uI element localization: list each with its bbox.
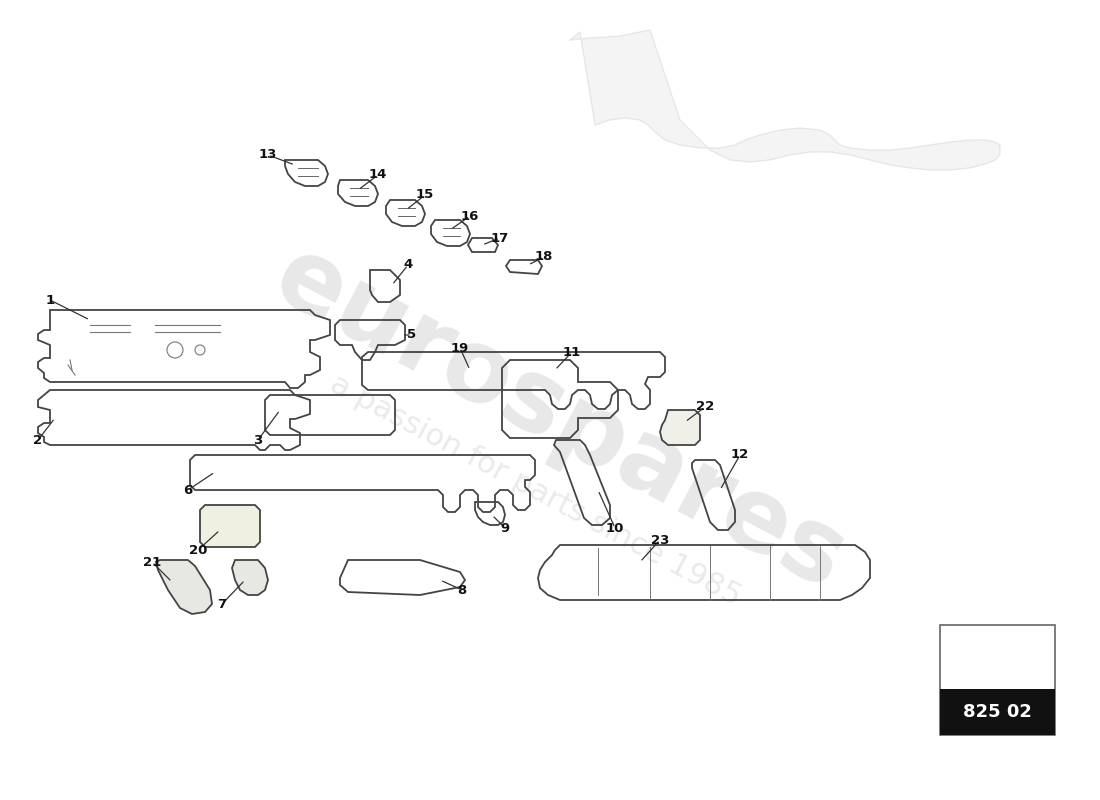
Polygon shape bbox=[966, 636, 1030, 660]
Text: 23: 23 bbox=[651, 534, 669, 546]
Polygon shape bbox=[660, 410, 700, 445]
Text: 4: 4 bbox=[404, 258, 412, 271]
Text: 11: 11 bbox=[563, 346, 581, 358]
Text: 21: 21 bbox=[143, 555, 161, 569]
Text: 18: 18 bbox=[535, 250, 553, 263]
Text: 15: 15 bbox=[416, 189, 434, 202]
Text: 16: 16 bbox=[461, 210, 480, 222]
Text: 19: 19 bbox=[451, 342, 469, 354]
Text: a passion for parts since 1985: a passion for parts since 1985 bbox=[324, 369, 746, 611]
Text: 825 02: 825 02 bbox=[964, 703, 1032, 721]
Polygon shape bbox=[232, 560, 268, 595]
Text: 17: 17 bbox=[491, 231, 509, 245]
Text: 5: 5 bbox=[407, 329, 417, 342]
Text: 22: 22 bbox=[696, 401, 714, 414]
Polygon shape bbox=[156, 560, 212, 614]
Text: 3: 3 bbox=[253, 434, 263, 446]
Bar bbox=[940, 689, 1055, 735]
Text: 6: 6 bbox=[184, 483, 192, 497]
Text: 20: 20 bbox=[189, 543, 207, 557]
Text: 1: 1 bbox=[45, 294, 55, 306]
Polygon shape bbox=[966, 644, 990, 666]
Text: eurospares: eurospares bbox=[258, 229, 861, 611]
Text: 7: 7 bbox=[218, 598, 227, 610]
Text: 14: 14 bbox=[368, 169, 387, 182]
Text: 13: 13 bbox=[258, 149, 277, 162]
Text: 12: 12 bbox=[730, 449, 749, 462]
Text: 10: 10 bbox=[606, 522, 624, 534]
Text: 2: 2 bbox=[33, 434, 43, 446]
Polygon shape bbox=[966, 636, 1030, 660]
Polygon shape bbox=[1005, 636, 1030, 663]
Text: 8: 8 bbox=[458, 583, 466, 597]
Bar bbox=[940, 625, 1055, 735]
Polygon shape bbox=[200, 505, 260, 547]
Polygon shape bbox=[570, 30, 1000, 170]
Text: 9: 9 bbox=[500, 522, 509, 534]
